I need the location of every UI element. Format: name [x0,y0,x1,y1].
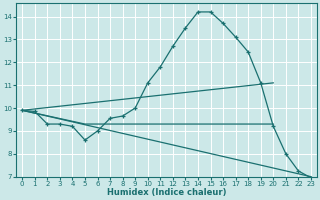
X-axis label: Humidex (Indice chaleur): Humidex (Indice chaleur) [107,188,226,197]
